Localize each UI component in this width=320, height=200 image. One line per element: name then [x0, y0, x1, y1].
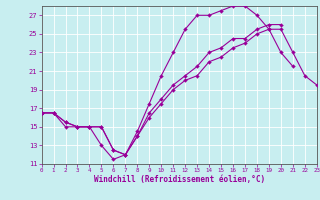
X-axis label: Windchill (Refroidissement éolien,°C): Windchill (Refroidissement éolien,°C)	[94, 175, 265, 184]
